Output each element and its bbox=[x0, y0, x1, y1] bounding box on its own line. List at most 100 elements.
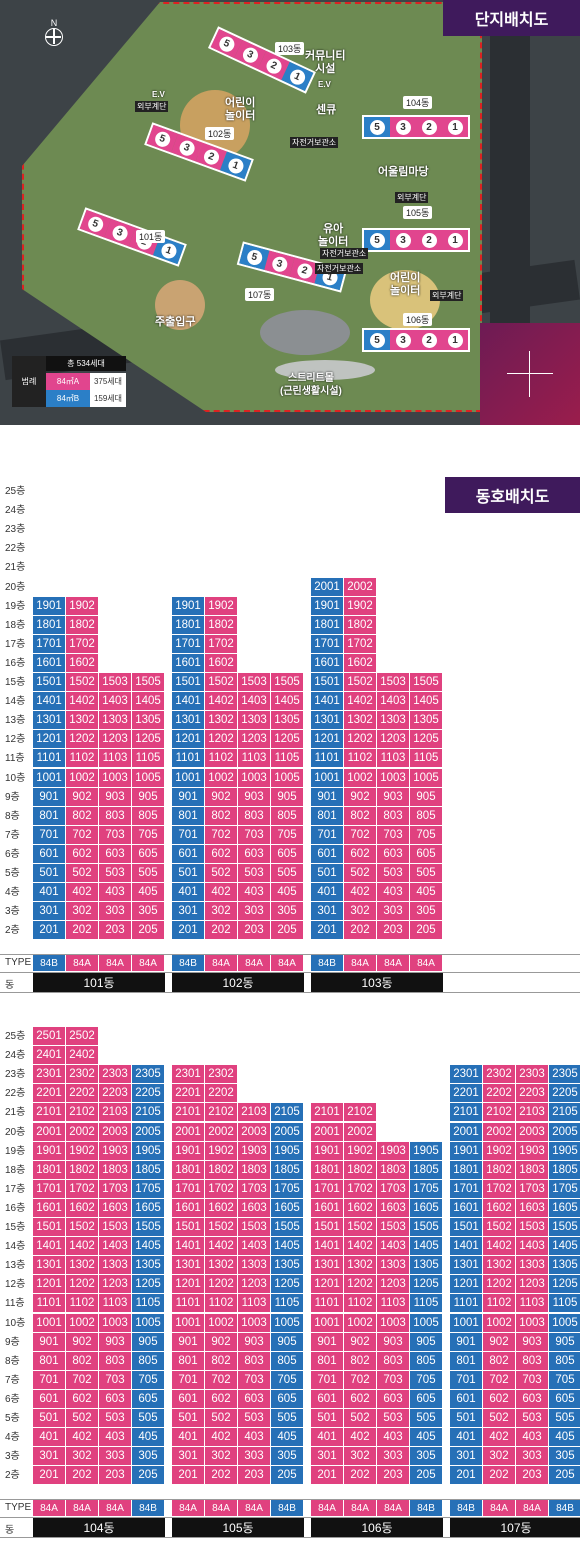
unit-cell[interactable]: 901 bbox=[311, 787, 344, 807]
unit-cell[interactable]: 1702 bbox=[66, 1179, 99, 1199]
unit-cell[interactable]: 903 bbox=[377, 1332, 410, 1352]
unit-cell[interactable]: 401 bbox=[450, 1428, 483, 1448]
unit-cell[interactable]: 302 bbox=[344, 1447, 377, 1467]
unit-cell[interactable]: 501 bbox=[311, 864, 344, 883]
unit-cell[interactable]: 1003 bbox=[238, 1313, 271, 1333]
unit-cell[interactable]: 1903 bbox=[377, 1141, 410, 1161]
unit-cell[interactable]: 205 bbox=[132, 1466, 165, 1486]
unit-cell[interactable]: 1602 bbox=[344, 1198, 377, 1218]
unit-cell[interactable]: 2003 bbox=[238, 1122, 271, 1142]
unit-cell[interactable]: 1101 bbox=[172, 749, 205, 769]
unit-cell[interactable]: 1305 bbox=[132, 711, 165, 731]
unit-cell[interactable]: 1201 bbox=[172, 1275, 205, 1295]
unit-cell[interactable]: 903 bbox=[377, 787, 410, 807]
unit-cell[interactable]: 1005 bbox=[410, 768, 443, 788]
unit-cell[interactable]: 902 bbox=[205, 1332, 238, 1352]
unit-cell[interactable]: 1703 bbox=[238, 1179, 271, 1199]
unit-cell[interactable]: 1903 bbox=[99, 1141, 132, 1161]
unit-cell[interactable]: 1302 bbox=[66, 1256, 99, 1276]
unit-cell[interactable]: 803 bbox=[377, 806, 410, 826]
unit-cell[interactable]: 401 bbox=[311, 883, 344, 903]
unit-cell[interactable]: 1002 bbox=[205, 768, 238, 788]
unit-cell[interactable]: 1203 bbox=[516, 1275, 549, 1295]
unit-cell[interactable]: 1001 bbox=[172, 768, 205, 788]
unit-cell[interactable]: 1301 bbox=[172, 711, 205, 731]
unit-cell[interactable]: 303 bbox=[99, 1447, 132, 1467]
unit-cell[interactable]: 302 bbox=[483, 1447, 516, 1467]
unit-cell[interactable]: 1502 bbox=[483, 1218, 516, 1237]
unit-cell[interactable]: 1203 bbox=[377, 730, 410, 750]
unit-cell[interactable]: 1201 bbox=[172, 730, 205, 750]
unit-cell[interactable]: 503 bbox=[99, 864, 132, 883]
unit-cell[interactable]: 205 bbox=[410, 921, 443, 941]
unit-cell[interactable]: 905 bbox=[271, 1332, 304, 1352]
unit-cell[interactable]: 2002 bbox=[205, 1122, 238, 1142]
unit-cell[interactable]: 2203 bbox=[99, 1084, 132, 1104]
unit-cell[interactable]: 703 bbox=[377, 1370, 410, 1390]
unit-cell[interactable]: 2005 bbox=[132, 1122, 165, 1142]
unit-cell[interactable]: 203 bbox=[377, 1466, 410, 1486]
unit-cell[interactable]: 2001 bbox=[311, 1122, 344, 1142]
unit-cell[interactable]: 503 bbox=[377, 864, 410, 883]
unit-cell[interactable]: 1402 bbox=[344, 1237, 377, 1257]
unit-cell[interactable]: 2402 bbox=[66, 1046, 99, 1066]
unit-cell[interactable]: 1601 bbox=[172, 1198, 205, 1218]
unit-cell[interactable]: 1802 bbox=[66, 615, 99, 635]
unit-cell[interactable]: 305 bbox=[410, 1447, 443, 1467]
unit-cell[interactable]: 2001 bbox=[311, 577, 344, 597]
unit-cell[interactable]: 1202 bbox=[66, 1275, 99, 1295]
unit-cell[interactable]: 1102 bbox=[66, 749, 99, 769]
unit-cell[interactable]: 1001 bbox=[450, 1313, 483, 1333]
unit-cell[interactable]: 305 bbox=[271, 1447, 304, 1467]
unit-cell[interactable]: 602 bbox=[66, 844, 99, 864]
unit-cell[interactable]: 1403 bbox=[238, 692, 271, 712]
unit-cell[interactable]: 405 bbox=[410, 1428, 443, 1448]
unit-cell[interactable]: 1801 bbox=[33, 615, 66, 635]
unit-cell[interactable]: 2202 bbox=[483, 1084, 516, 1104]
unit-cell[interactable]: 401 bbox=[172, 883, 205, 903]
unit-cell[interactable]: 705 bbox=[132, 1370, 165, 1390]
unit-cell[interactable]: 1202 bbox=[344, 730, 377, 750]
unit-cell[interactable]: 1605 bbox=[549, 1198, 580, 1218]
unit-cell[interactable]: 1902 bbox=[205, 596, 238, 616]
unit-cell[interactable]: 1903 bbox=[516, 1141, 549, 1161]
unit-cell[interactable]: 405 bbox=[410, 883, 443, 903]
unit-cell[interactable]: 1801 bbox=[172, 615, 205, 635]
unit-cell[interactable]: 703 bbox=[377, 825, 410, 845]
unit-cell[interactable]: 203 bbox=[99, 921, 132, 941]
unit-cell[interactable]: 705 bbox=[271, 825, 304, 845]
unit-cell[interactable]: 1502 bbox=[205, 1218, 238, 1237]
unit-cell[interactable]: 2205 bbox=[132, 1084, 165, 1104]
unit-cell[interactable]: 1501 bbox=[311, 673, 344, 692]
unit-cell[interactable]: 502 bbox=[66, 864, 99, 883]
unit-cell[interactable]: 1603 bbox=[99, 1198, 132, 1218]
unit-cell[interactable]: 705 bbox=[549, 1370, 580, 1390]
unit-cell[interactable]: 1505 bbox=[271, 673, 304, 692]
unit-cell[interactable]: 1301 bbox=[311, 711, 344, 731]
unit-cell[interactable]: 1601 bbox=[33, 1198, 66, 1218]
unit-cell[interactable]: 1801 bbox=[172, 1160, 205, 1180]
unit-cell[interactable]: 1702 bbox=[483, 1179, 516, 1199]
unit-cell[interactable]: 2205 bbox=[549, 1084, 580, 1104]
unit-cell[interactable]: 603 bbox=[377, 1389, 410, 1409]
unit-cell[interactable]: 1303 bbox=[238, 711, 271, 731]
unit-cell[interactable]: 2302 bbox=[483, 1065, 516, 1085]
unit-cell[interactable]: 1403 bbox=[377, 1237, 410, 1257]
unit-cell[interactable]: 601 bbox=[311, 1389, 344, 1409]
unit-cell[interactable]: 503 bbox=[99, 1409, 132, 1428]
unit-cell[interactable]: 601 bbox=[33, 844, 66, 864]
unit-cell[interactable]: 1402 bbox=[205, 692, 238, 712]
unit-cell[interactable]: 1601 bbox=[311, 1198, 344, 1218]
unit-cell[interactable]: 203 bbox=[238, 1466, 271, 1486]
unit-cell[interactable]: 1002 bbox=[66, 768, 99, 788]
unit-cell[interactable]: 1403 bbox=[238, 1237, 271, 1257]
unit-cell[interactable]: 2001 bbox=[450, 1122, 483, 1142]
unit-cell[interactable]: 402 bbox=[66, 883, 99, 903]
unit-cell[interactable]: 203 bbox=[516, 1466, 549, 1486]
unit-cell[interactable]: 1802 bbox=[483, 1160, 516, 1180]
unit-cell[interactable]: 2102 bbox=[66, 1103, 99, 1123]
unit-cell[interactable]: 803 bbox=[99, 806, 132, 826]
unit-cell[interactable]: 2305 bbox=[132, 1065, 165, 1085]
unit-cell[interactable]: 402 bbox=[344, 1428, 377, 1448]
